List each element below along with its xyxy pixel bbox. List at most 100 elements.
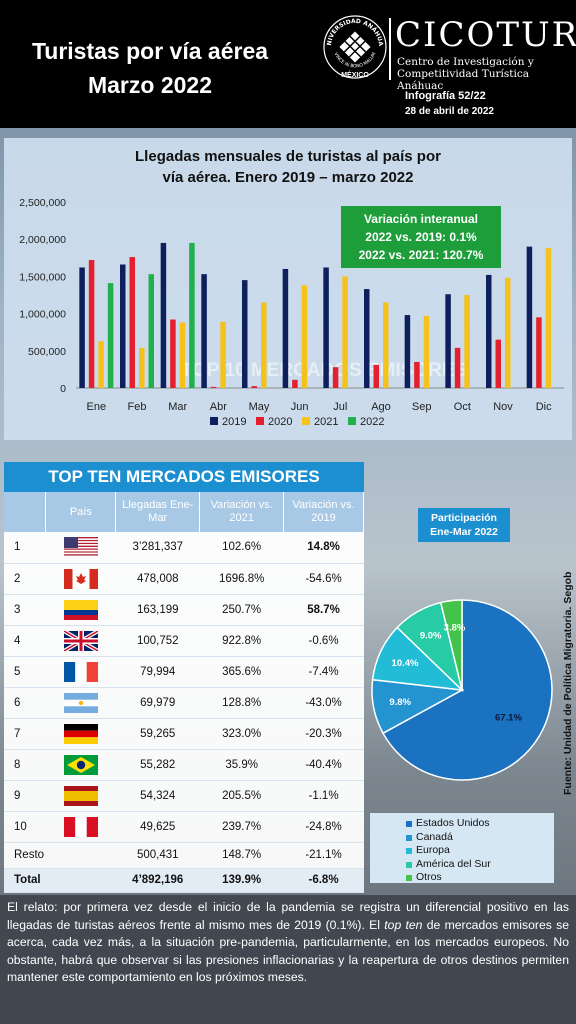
arrivals-cell: 100,752: [115, 625, 200, 657]
bar-2022: [107, 283, 114, 388]
x-tick-label: May: [249, 401, 270, 413]
bar-2021: [98, 341, 104, 388]
table-row: 5 79,994 365.6% -7.4%: [4, 656, 364, 688]
x-tick-label: Feb: [128, 401, 147, 413]
flag-cell: [45, 625, 116, 657]
bar-2020: [536, 317, 542, 388]
arrivals-cell: 55,282: [115, 749, 200, 781]
header-var-2019: Variación vs. 2019: [283, 492, 364, 532]
flag-cell: [45, 532, 116, 564]
annotation-line1: Variación interanual: [363, 212, 479, 226]
table-row: 1 3’281,337 102.6% 14.8%: [4, 532, 364, 564]
var-2021-cell: 35.9%: [199, 749, 284, 781]
header-divider: [389, 18, 391, 80]
legend-swatch: [406, 834, 412, 841]
page-title: Turistas por vía aérea Marzo 2022: [0, 34, 300, 102]
x-tick-label: Jun: [291, 401, 309, 413]
flag-cell: [45, 594, 116, 626]
bar-2019: [282, 268, 289, 388]
x-tick-label: Mar: [168, 401, 187, 413]
var-2019-cell: -24.8%: [283, 811, 364, 843]
bar-2020: [210, 386, 217, 388]
bar-2019: [323, 267, 329, 388]
pie-legend-item: América del Sur: [370, 858, 554, 872]
rank-cell: 9: [4, 780, 46, 812]
chart-title: Llegadas mensuales de turistas al país p…: [4, 146, 572, 188]
pie-slice: [382, 599, 553, 781]
narrative-italic: top ten: [384, 917, 423, 932]
var-2019-cell: 58.7%: [283, 594, 364, 626]
pie-legend-item: Europa: [370, 844, 554, 858]
rank-cell: 5: [4, 656, 46, 688]
brand-subtitle: Centro de Investigación y Competitividad…: [397, 56, 576, 92]
legend-label: 2021: [314, 416, 338, 428]
header-rank: [4, 492, 47, 532]
table-title: TOP TEN MERCADOS EMISORES: [4, 462, 364, 492]
header-arrivals: Llegadas Ene-Mar: [115, 492, 201, 532]
spain-flag-icon: [63, 785, 98, 806]
arrivals-cell: 163,199: [115, 594, 200, 626]
bar-2019: [201, 274, 207, 388]
pie-slice-label: 10.4%: [392, 658, 419, 669]
rank-cell: 7: [4, 718, 46, 750]
arrivals-cell: 79,994: [115, 656, 200, 688]
canada-flag-icon: [63, 568, 98, 589]
bar-2019: [445, 294, 451, 388]
pie-title-line1: Participación: [431, 512, 497, 524]
arrivals-cell: 478,008: [115, 563, 200, 595]
var-2021-cell: 365.6%: [199, 656, 284, 688]
resto-label: Resto: [4, 842, 116, 869]
table-row: 3 163,199 250.7% 58.7%: [4, 594, 364, 626]
chart-title-line2: vía aérea. Enero 2019 – marzo 2022: [162, 169, 414, 186]
source-text: Fuente: Unidad de Política Migratoria. S…: [562, 571, 574, 795]
legend-swatch: [406, 861, 412, 868]
brand-subtitle-line2: Competitividad Turística Anáhuac: [397, 68, 529, 92]
flag-cell: [45, 656, 116, 688]
table-row: 4 100,752 922.8% -0.6%: [4, 625, 364, 657]
bar-2021: [179, 322, 186, 388]
rank-cell: 4: [4, 625, 46, 657]
pie-slice-label: 9.0%: [420, 630, 442, 641]
pie-legend-item: Otros: [370, 871, 554, 885]
pie-slice-label: 9.8%: [389, 697, 411, 708]
source-note: Fuente: Unidad de Política Migratoria. S…: [548, 525, 574, 795]
bar-2020: [454, 347, 461, 388]
var-2019-cell: 14.8%: [283, 532, 364, 564]
rank-cell: 6: [4, 687, 46, 719]
arrivals-cell: 54,324: [115, 780, 200, 812]
resto-var-2019: -21.1%: [283, 842, 364, 869]
brand-logo: CICOTUR: [395, 15, 576, 55]
x-tick-label: Ago: [371, 401, 391, 413]
table-row: 10 49,625 239.7% -24.8%: [4, 811, 364, 843]
colombia-flag-icon: [63, 599, 98, 620]
var-2019-cell: -40.4%: [283, 749, 364, 781]
table-row: 7 59,265 323.0% -20.3%: [4, 718, 364, 750]
header: Turistas por vía aérea Marzo 2022 UNIVER…: [0, 0, 576, 128]
pie-slice: [396, 601, 464, 693]
narrative-part1: El relato: por primera vez desde el inic…: [7, 900, 569, 932]
bar-2021: [423, 315, 430, 388]
y-tick-label: 0: [60, 383, 66, 395]
rank-cell: 10: [4, 811, 46, 843]
flag-cell: [45, 563, 116, 595]
flag-cell: [45, 749, 116, 781]
arrivals-cell: 3’281,337: [115, 532, 200, 564]
legend-swatch: [406, 821, 412, 827]
header-var-2021: Variación vs. 2021: [199, 492, 285, 532]
bar-chart-panel: TOP 10 MERCADOS EMISORES0500,0001,000,00…: [4, 138, 572, 440]
narrative-part2: de mercados emisores se acerca, cada vez…: [7, 917, 569, 985]
bar-2021: [220, 321, 226, 388]
y-tick-label: 2,500,000: [19, 197, 66, 209]
resto-row: Resto 500,431 148.7% -21.1%: [4, 842, 364, 869]
var-2021-cell: 922.8%: [199, 625, 284, 657]
y-tick-label: 1,500,000: [19, 271, 66, 283]
bar-chart: TOP 10 MERCADOS EMISORES0500,0001,000,00…: [19, 197, 564, 428]
legend-swatch: [406, 848, 412, 854]
x-tick-label: Ene: [87, 401, 107, 413]
legend-swatch: [256, 417, 264, 425]
y-tick-label: 500,000: [28, 346, 66, 358]
pie-slice: [371, 678, 465, 735]
legend-label: Canadá: [416, 830, 453, 843]
resto-var-2021: 148.7%: [199, 842, 284, 869]
bar-2019: [120, 264, 126, 388]
